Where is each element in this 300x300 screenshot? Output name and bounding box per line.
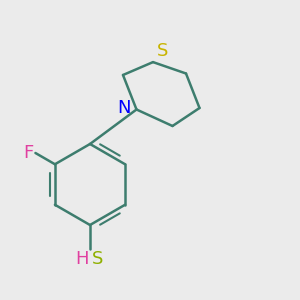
Text: S: S — [157, 42, 168, 60]
Text: N: N — [118, 99, 131, 117]
Text: S: S — [92, 250, 103, 268]
Text: H: H — [75, 250, 88, 268]
Text: F: F — [23, 144, 33, 162]
